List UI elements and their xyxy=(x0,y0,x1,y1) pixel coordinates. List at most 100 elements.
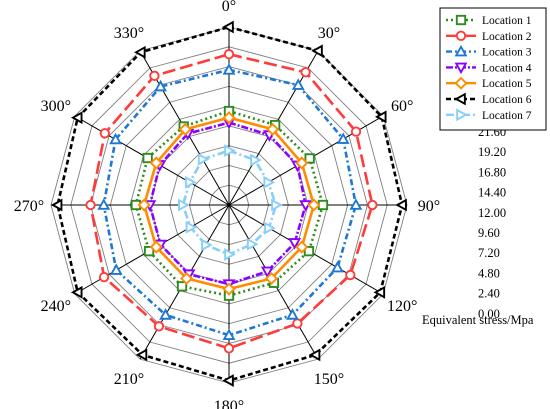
data-point xyxy=(178,122,192,136)
radial-tick-label: 0.00 xyxy=(478,307,500,321)
data-point xyxy=(149,240,163,254)
legend-label: Location 7 xyxy=(482,110,532,122)
data-point xyxy=(109,132,122,145)
radial-tick-labels: 21.6019.2016.8014.4012.009.607.204.802.4… xyxy=(478,125,506,321)
data-point xyxy=(224,248,236,261)
data-point xyxy=(70,111,83,125)
data-point xyxy=(137,198,151,212)
data-point xyxy=(153,321,165,332)
data-point xyxy=(159,308,172,320)
data-point xyxy=(454,92,466,106)
radial-tick-label: 14.40 xyxy=(478,186,506,200)
data-point xyxy=(264,271,278,286)
data-point xyxy=(97,198,111,210)
data-point xyxy=(134,45,146,59)
data-point xyxy=(178,198,190,212)
legend-label: Location 5 xyxy=(482,78,532,90)
data-point xyxy=(454,76,468,90)
data-point xyxy=(303,245,315,257)
data-point xyxy=(223,343,235,354)
data-point xyxy=(300,67,311,78)
radial-tick-label: 16.80 xyxy=(478,165,506,179)
data-point xyxy=(295,156,309,170)
legend-label: Location 3 xyxy=(482,47,532,59)
data-point xyxy=(50,198,63,212)
legend: Location 1 Location 2 Location 3 Location 4… xyxy=(439,7,547,131)
data-point xyxy=(304,153,315,164)
data-point xyxy=(109,263,123,275)
legend-label: Location 4 xyxy=(482,62,532,74)
data-point xyxy=(142,152,153,164)
data-point xyxy=(454,62,468,75)
data-point xyxy=(288,238,302,250)
legend-label: Location 2 xyxy=(482,31,532,43)
data-point xyxy=(98,271,110,283)
data-point xyxy=(149,156,163,170)
legend-item: Location 6 xyxy=(446,92,532,106)
data-point xyxy=(455,14,467,26)
angle-tick-label: 0° xyxy=(222,0,236,15)
legend-item: Location 5 xyxy=(446,76,532,90)
data-point xyxy=(180,271,194,286)
data-point xyxy=(311,44,323,58)
radial-tick-label: 19.20 xyxy=(478,145,506,159)
data-point xyxy=(149,70,160,81)
data-point xyxy=(224,144,236,158)
data-point xyxy=(350,126,362,137)
data-point xyxy=(222,20,234,34)
legend-item: Location 4 xyxy=(446,62,532,74)
data-point xyxy=(264,221,276,235)
angle-tick-label: 30° xyxy=(318,25,340,42)
data-point xyxy=(222,328,236,340)
angle-tick-label: 90° xyxy=(418,198,440,215)
data-point xyxy=(454,44,468,57)
radial-tick-label: 2.40 xyxy=(478,287,500,301)
angle-tick-label: 270° xyxy=(14,198,44,215)
series-7 xyxy=(178,144,283,261)
radial-tick-label: 4.80 xyxy=(478,266,500,280)
data-point xyxy=(263,175,276,189)
data-point xyxy=(367,199,378,211)
data-point xyxy=(85,199,96,211)
data-point xyxy=(456,108,468,122)
series-2 xyxy=(85,49,378,354)
data-point xyxy=(185,220,198,234)
legend-item: Location 1 xyxy=(446,14,532,27)
series-layer xyxy=(50,20,407,387)
data-point xyxy=(222,63,236,75)
data-point xyxy=(374,110,387,124)
data-point xyxy=(271,198,283,212)
data-point xyxy=(307,198,321,212)
angle-tick-label: 330° xyxy=(114,25,144,42)
data-point xyxy=(201,238,213,252)
data-point xyxy=(266,122,280,136)
data-point xyxy=(292,318,303,329)
series-6 xyxy=(50,20,407,387)
angle-tick-label: 60° xyxy=(391,98,413,115)
data-point xyxy=(70,285,83,299)
data-point xyxy=(222,111,236,125)
data-point xyxy=(373,285,386,299)
data-point xyxy=(455,30,467,41)
data-point xyxy=(291,78,305,90)
data-point xyxy=(143,245,155,257)
data-point xyxy=(331,260,344,273)
radial-tick-label: 7.20 xyxy=(478,246,500,260)
angle-tick-label: 210° xyxy=(114,371,144,388)
angle-tick-label: 300° xyxy=(41,98,71,115)
data-point xyxy=(176,281,188,292)
data-point xyxy=(336,132,350,144)
data-point xyxy=(395,198,407,212)
data-point xyxy=(349,198,363,210)
series-3 xyxy=(97,63,363,340)
angle-tick-label: 180° xyxy=(214,398,244,409)
series-5 xyxy=(137,111,321,296)
data-point xyxy=(222,282,236,296)
data-point xyxy=(260,266,274,279)
angle-tick-label: 240° xyxy=(41,298,71,315)
legend-item: Location 3 xyxy=(446,44,532,59)
data-point xyxy=(246,237,259,251)
data-point xyxy=(223,49,235,60)
radial-tick-label: 12.00 xyxy=(478,206,506,220)
